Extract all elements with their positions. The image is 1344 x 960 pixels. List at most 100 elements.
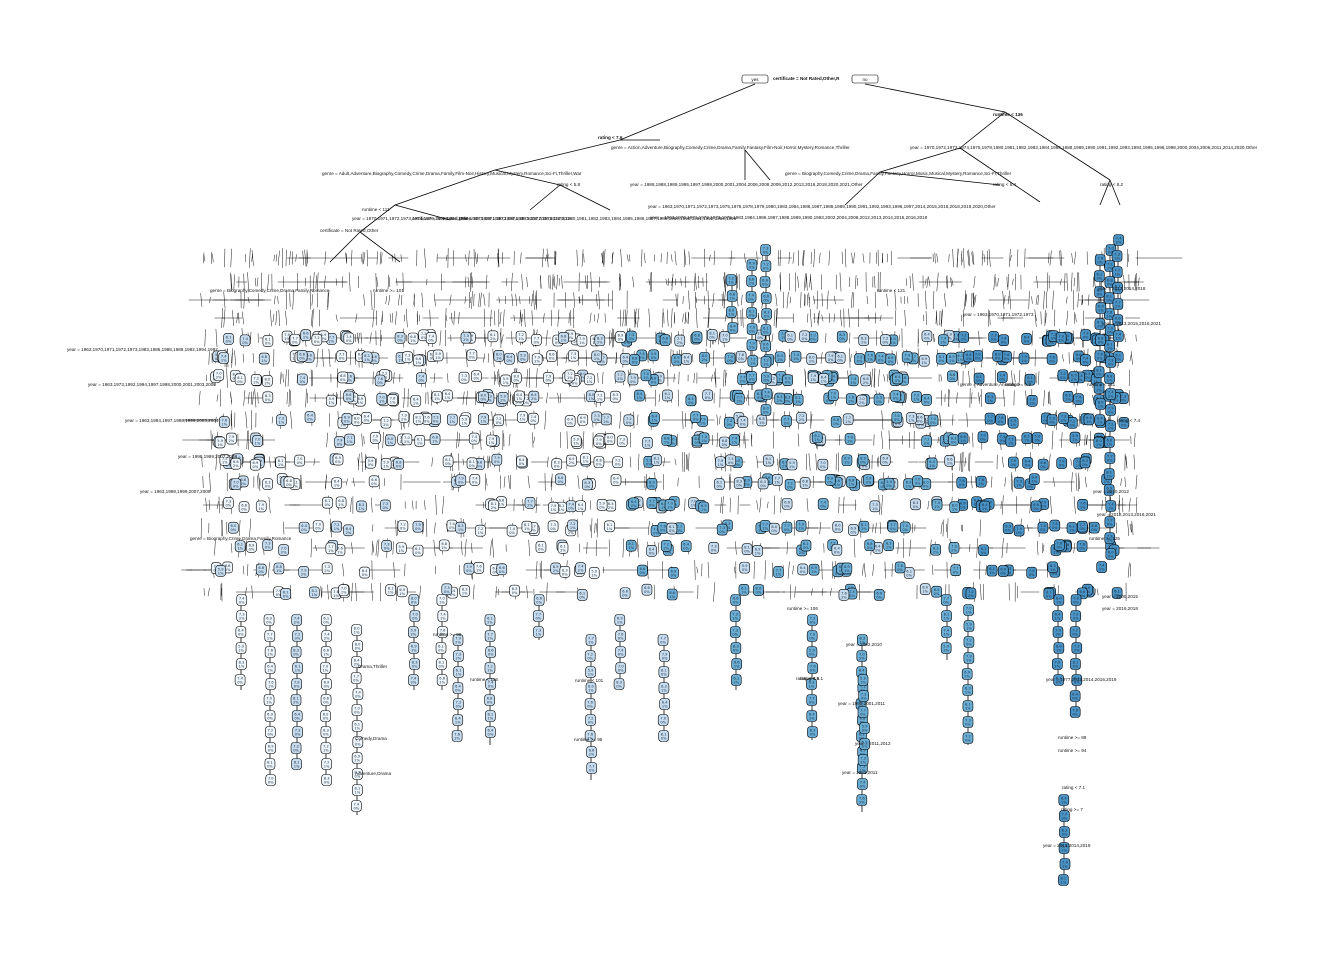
branch-line [942, 519, 945, 537]
tree-node: 7.91% [255, 500, 267, 513]
tree-node-percent: 2% [924, 442, 930, 446]
tree-node-percent: 0% [572, 381, 578, 385]
tree-node-percent: 0% [295, 637, 301, 641]
tree-node: 7.30% [441, 583, 453, 596]
tree-node-percent: 0% [473, 377, 479, 381]
tree-node: 6.11% [351, 720, 363, 732]
branch-line [582, 431, 585, 449]
branch-line [969, 452, 971, 472]
tree-node-percent: 1% [875, 548, 881, 552]
tree-node-percent: 1% [762, 526, 768, 530]
tree-node-percent: 1% [383, 465, 389, 469]
tree-node-value: 7.2 [883, 337, 889, 341]
tree-node: 8.31% [236, 658, 247, 670]
tree-node: 6.41% [649, 412, 660, 424]
tree-node: 7.02% [213, 369, 225, 381]
tree-node: 7.60% [657, 522, 669, 534]
tree-node: 5.91% [380, 458, 392, 470]
tree-node: 7.71% [773, 566, 784, 578]
tree-node-percent: 2% [861, 527, 867, 531]
tree-node: 6.41% [513, 390, 525, 403]
tree-node: 7.91% [576, 334, 588, 347]
tree-node-percent: 0% [893, 397, 899, 401]
tree-node-percent: 2% [490, 337, 496, 341]
tree-node: 6.90% [246, 541, 257, 553]
tree-node-percent: 0% [580, 420, 586, 424]
branch-line [509, 394, 512, 402]
branch-line [357, 457, 360, 467]
tree-node: 6.81% [799, 477, 811, 489]
branch-line [626, 254, 629, 262]
tree-node: 8.00% [992, 349, 1004, 362]
tree-node: 6.90% [265, 742, 276, 754]
branch-line [395, 311, 397, 325]
tree-node-percent: 0% [396, 464, 402, 468]
tree-node: 6.60% [496, 563, 508, 576]
branch-line [214, 540, 216, 556]
tree-node: 6.60% [320, 694, 332, 706]
branch-line [862, 253, 865, 263]
tree-node: 7.61% [264, 646, 276, 658]
branch-line [363, 435, 365, 445]
branch-line [204, 329, 206, 347]
tree-node-percent: 0% [851, 530, 857, 534]
tree-node-percent: 0% [1120, 399, 1126, 403]
branch-line [485, 478, 488, 486]
tree-edge [394, 204, 451, 221]
tree-node: 8.01% [351, 624, 362, 636]
branch-line [1120, 478, 1122, 486]
tree-node: 6.62% [230, 457, 242, 470]
tree-node-percent: 0% [857, 360, 863, 364]
branch-line [473, 293, 475, 307]
tree-node: 7.91% [478, 413, 489, 425]
branch-line [375, 540, 378, 556]
tree-node-percent: 1% [294, 765, 300, 769]
tree-node-percent: 2% [264, 381, 270, 385]
tree-node: 6.80% [691, 331, 703, 344]
branch-line [734, 566, 736, 574]
tree-node-percent: 2% [1061, 419, 1067, 423]
tree-node: 6.10% [978, 544, 989, 557]
branch-line [850, 354, 852, 362]
tree-node-percent: 1% [774, 480, 780, 484]
tree-node-percent: 0% [1040, 465, 1046, 469]
tree-node: 7.91% [795, 520, 807, 532]
branch-line [874, 275, 876, 289]
tree-node-percent: 1% [914, 397, 920, 401]
tree-node-value: 8.3 [839, 333, 845, 337]
branch-line [1035, 314, 1037, 322]
tree-node-percent: 2% [383, 423, 389, 427]
tree-node: 7.70% [781, 521, 793, 534]
tree-node-percent: 0% [785, 400, 791, 404]
branch-line [734, 351, 737, 365]
tree-node-percent: 1% [567, 376, 573, 380]
tree-node: 7.21% [1005, 435, 1017, 447]
tree-edge [494, 169, 561, 186]
tree-node: 6.12% [487, 330, 499, 343]
tree-node-percent: 0% [239, 601, 245, 605]
tree-node-percent: 0% [558, 480, 564, 484]
tree-node-percent: 0% [833, 422, 839, 426]
tree-node-percent: 0% [888, 360, 894, 364]
branch-line [978, 392, 980, 404]
tree-node-percent: 2% [910, 359, 916, 363]
tree-node: 7.72% [674, 334, 686, 347]
tree-node-value: 6.1 [226, 335, 232, 339]
tree-node-percent: 1% [268, 685, 274, 689]
tree-node-value: 8.3 [397, 334, 403, 338]
tree-node-percent: 0% [1010, 463, 1016, 467]
tree-node: 7.92% [398, 411, 410, 423]
tree-node: 7.22% [380, 416, 392, 429]
tree-node-value: 7.2 [421, 332, 427, 336]
tree-node-percent: 0% [496, 421, 502, 425]
branch-line [1070, 458, 1073, 466]
tree-node: 7.40% [236, 594, 248, 606]
tree-node-percent: 0% [449, 526, 455, 530]
tree-node: 8.10% [706, 329, 718, 341]
tree-node-percent: 1% [333, 594, 339, 598]
branch-line [883, 374, 886, 382]
tree-node: 6.60% [296, 350, 308, 362]
tree-node: 6.10% [834, 352, 846, 364]
branch-line [277, 296, 279, 304]
tree-node-percent: 0% [354, 711, 360, 715]
